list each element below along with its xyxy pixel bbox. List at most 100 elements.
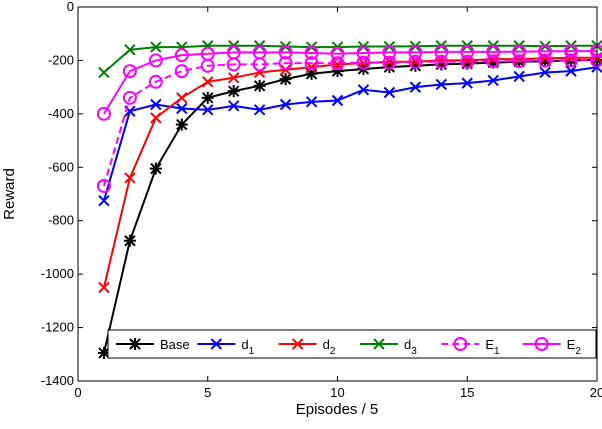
marker [176,92,188,104]
marker [460,54,475,69]
marker [226,45,241,60]
marker [373,338,385,350]
y-tick-label: 0 [67,0,74,14]
marker-shape [150,41,162,53]
legend-label: d3 [404,337,417,357]
marker [305,96,318,108]
marker [253,79,266,92]
marker-shape [487,74,499,87]
marker-shape [513,70,525,83]
marker [122,64,137,79]
marker [175,118,188,131]
marker-shape [202,76,214,88]
marker [122,90,137,105]
legend-label: E1 [485,337,500,357]
y-tick-label: -400 [48,106,74,121]
marker-shape [227,100,240,112]
marker [304,56,319,71]
marker-shape [331,94,344,107]
marker [486,54,501,69]
marker [202,104,214,116]
marker-shape [253,104,266,116]
marker [382,45,397,60]
marker [357,84,370,96]
marker-shape [408,45,423,60]
marker-shape [148,74,163,89]
marker [129,338,141,350]
marker-shape [291,338,304,350]
marker [149,162,162,175]
marker [150,41,162,53]
marker-shape [278,56,293,71]
marker [453,337,468,351]
marker [176,102,188,115]
marker-shape [150,112,162,124]
marker [278,45,293,60]
marker [330,56,345,71]
marker [539,66,551,79]
plot-frame [77,6,598,382]
marker-shape [226,45,241,60]
marker [356,45,371,60]
marker-shape [98,194,110,207]
marker-shape [124,105,136,117]
marker-shape [124,172,136,184]
marker [174,64,189,79]
marker-shape [434,44,449,59]
y-tick-label: -1200 [41,320,74,335]
marker [201,91,214,104]
marker-shape [174,64,189,79]
marker [150,98,162,111]
series-line [103,44,597,74]
legend-label: d1 [241,337,254,357]
marker [486,44,501,59]
marker-shape [382,45,397,60]
x-tick-label: 5 [204,385,211,400]
marker-shape [304,56,319,71]
marker-shape [176,102,188,115]
marker [174,48,189,63]
marker [210,338,223,350]
marker [435,78,448,91]
marker-shape [200,46,215,61]
marker-shape [227,72,240,84]
marker [487,74,499,87]
y-tick-label: -1400 [41,373,74,388]
marker-shape [409,81,422,93]
marker [96,106,111,121]
y-tick-label: -600 [48,159,74,174]
marker-shape [210,338,223,350]
legend: Base d1 d2 d3 E1 E2 [107,329,597,359]
marker [564,44,579,59]
marker [291,338,304,350]
marker [98,66,110,79]
marker [512,44,527,59]
marker [279,73,292,86]
marker [202,76,214,88]
marker-shape [564,44,579,59]
legend-label: d2 [323,337,336,357]
marker-shape [486,44,501,59]
marker-shape [305,96,318,108]
marker-shape [564,53,579,68]
marker [383,86,396,99]
marker [434,44,449,59]
marker-shape [512,54,527,69]
marker-shape [279,98,292,111]
marker [513,70,525,83]
marker [227,85,240,98]
marker-shape [96,106,111,121]
marker-shape [453,337,468,351]
marker [148,74,163,89]
marker-shape [174,48,189,63]
series-line [102,59,597,187]
marker-shape [460,44,475,59]
marker [124,172,136,184]
marker [408,45,423,60]
marker-shape [148,53,163,68]
marker-shape [176,92,188,104]
x-axis-label: Episodes / 5 [296,401,379,418]
marker-shape [96,178,111,193]
series-line [102,56,597,288]
